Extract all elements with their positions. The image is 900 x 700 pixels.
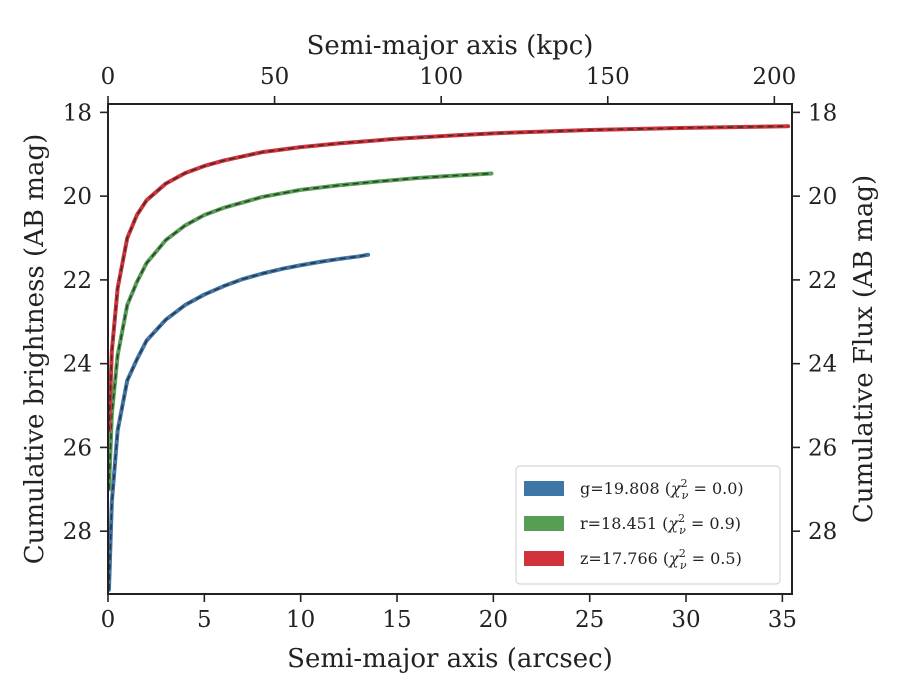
legend-chi-value: 0.9 <box>709 514 734 533</box>
legend-label-2: r=18.451 (χ2 ν = 0.9) <box>580 512 741 537</box>
legend-chi-eq: = <box>688 479 712 498</box>
right-y-tick-label: 20 <box>808 184 837 210</box>
legend-chi-close: ) <box>736 549 742 568</box>
series-line-1 <box>106 252 371 592</box>
legend-chi-prefix: ( <box>660 479 671 498</box>
legend-chi-value: 0.0 <box>712 479 737 498</box>
series-fit-line-3 <box>108 125 789 431</box>
x-tick-label: 25 <box>575 607 604 633</box>
right-y-tick-label: 24 <box>808 352 837 378</box>
legend-chi-symbol: χ <box>667 514 679 533</box>
y-tick-label: 26 <box>63 435 92 461</box>
legend-chi-close: ) <box>735 514 741 533</box>
legend-chi-symbol: χ <box>668 549 680 568</box>
top-x-tick-label: 50 <box>260 64 289 90</box>
right-y-axis: 18 20 22 24 26 28 <box>792 100 837 545</box>
legend-chi-value: 0.5 <box>710 549 735 568</box>
right-y-tick-label: 22 <box>808 268 837 294</box>
y-tick-label: 20 <box>63 184 92 210</box>
legend-swatch-1 <box>524 481 564 496</box>
series-layer <box>106 124 791 592</box>
legend: g=19.808 (χ2 ν = 0.0)r=18.451 (χ2 ν = 0.9)… <box>515 465 781 585</box>
top-x-axis-title: Semi-major axis (kpc) <box>307 31 594 61</box>
legend-chi-prefix: ( <box>658 549 669 568</box>
y-tick-label: 28 <box>63 519 92 545</box>
legend-chi-eq: = <box>687 549 711 568</box>
series-line-3 <box>106 124 791 433</box>
legend-chi-sub: ν <box>680 559 687 572</box>
x-tick-label: 20 <box>479 607 508 633</box>
top-x-tick-label: 200 <box>752 64 796 90</box>
top-x-tick-label: 100 <box>419 64 463 90</box>
legend-box <box>515 465 781 585</box>
legend-label-1: g=19.808 (χ2 ν = 0.0) <box>580 477 744 502</box>
legend-chi-symbol: χ <box>670 479 682 498</box>
plot-frame <box>107 103 793 595</box>
bottom-x-axis: 0 5 10 15 20 25 30 35 <box>101 594 797 633</box>
top-x-axis: 0 50 100 150 200 <box>101 64 796 104</box>
legend-chi-sup: 2 <box>681 477 688 490</box>
x-axis-title: Semi-major axis (arcsec) <box>287 644 613 674</box>
legend-chi-sub: ν <box>682 489 689 502</box>
y-axis-title: Cumulative brightness (AB mag) <box>20 134 50 565</box>
legend-chi-sup: 2 <box>679 547 686 560</box>
series-fit-line-1 <box>108 253 369 590</box>
right-y-axis-title: Cumulative Flux (AB mag) <box>849 175 879 523</box>
legend-label-3: z=17.766 (χ2 ν = 0.5) <box>580 547 742 572</box>
y-tick-label: 24 <box>63 352 92 378</box>
x-tick-label: 5 <box>197 607 212 633</box>
series-line-2 <box>106 171 494 492</box>
legend-swatch-3 <box>524 551 564 566</box>
y-tick-label: 22 <box>63 268 92 294</box>
x-tick-label: 35 <box>768 607 797 633</box>
right-y-tick-label: 26 <box>808 435 837 461</box>
legend-chi-sub: ν <box>679 524 686 537</box>
y-tick-label: 18 <box>63 100 92 126</box>
right-y-tick-label: 18 <box>808 100 837 126</box>
legend-swatch-2 <box>524 516 564 531</box>
legend-chi-sup: 2 <box>678 512 685 525</box>
series-fit-line-2 <box>108 172 492 490</box>
legend-chi-eq: = <box>686 514 710 533</box>
x-tick-label: 10 <box>286 607 315 633</box>
left-y-axis: 18 20 22 24 26 28 <box>63 100 108 545</box>
top-x-tick-label: 150 <box>586 64 630 90</box>
legend-chi-close: ) <box>737 479 743 498</box>
x-tick-label: 0 <box>101 607 116 633</box>
legend-chi-prefix: ( <box>657 514 668 533</box>
top-x-tick-label: 0 <box>101 64 116 90</box>
legend-series-name: g=19.808 <box>580 479 660 498</box>
right-y-tick-label: 28 <box>808 519 837 545</box>
legend-series-name: r=18.451 <box>580 514 657 533</box>
x-tick-label: 15 <box>382 607 411 633</box>
legend-series-name: z=17.766 <box>580 549 658 568</box>
x-tick-label: 30 <box>671 607 700 633</box>
